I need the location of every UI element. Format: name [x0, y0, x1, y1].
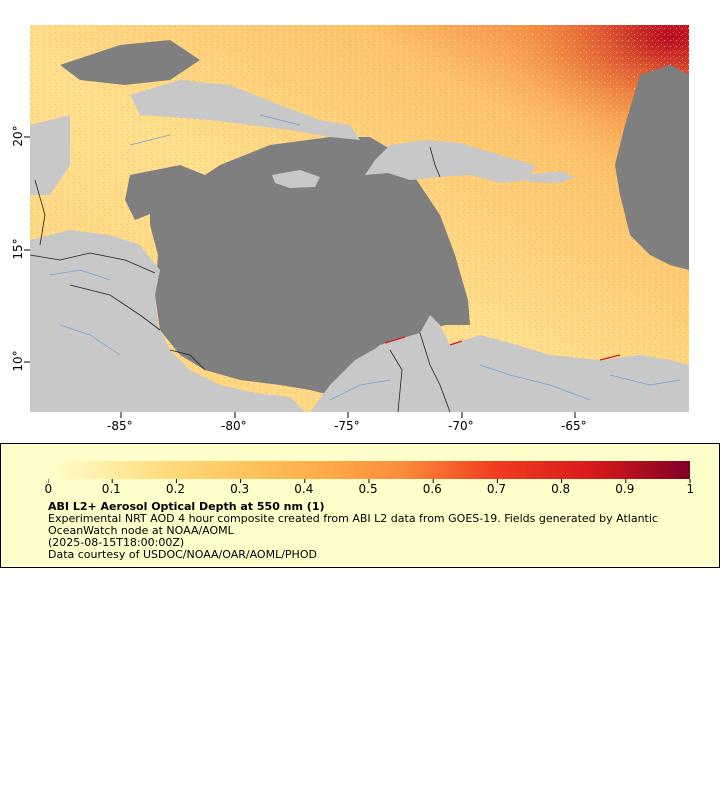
land-central-america	[30, 230, 305, 412]
x-tick-label: -65°	[561, 419, 587, 433]
legend-timestamp: (2025-08-15T18:00:00Z)	[48, 536, 185, 549]
land-yucatan	[30, 115, 70, 195]
land-jamaica	[272, 170, 320, 188]
colorbar-tick-label: 0.5	[358, 482, 378, 496]
colorbar-tick-label: 1	[686, 482, 695, 496]
land-cuba	[130, 80, 360, 140]
map-canvas	[30, 25, 689, 412]
missing-data-east	[615, 65, 689, 270]
missing-data-gulf	[125, 165, 205, 220]
legend-panel: 0 0.1 0.2 0.3 0.4 0.5 0.6 0.7 0.8 0.9 1 ABI L2+ Ae…	[0, 443, 720, 568]
y-tick-label: 10°	[11, 350, 25, 372]
land-puerto-rico	[525, 171, 575, 183]
colorbar-tick-label: 0.6	[422, 482, 442, 496]
legend-text: ABI L2+ Aerosol Optical Depth at 550 nm …	[48, 501, 698, 561]
colorbar-tick-label: 0.9	[615, 482, 635, 496]
axes	[24, 136, 576, 418]
colorbar-tick-label: 0.8	[551, 482, 571, 496]
colorbar-tick-label: 0.4	[294, 482, 314, 496]
colorbar-tick-label: 0.3	[230, 482, 250, 496]
legend-credit: Data courtesy of USDOC/NOAA/OAR/AOML/PHO…	[48, 548, 317, 561]
colorbar-tick-label: 0.7	[486, 482, 506, 496]
x-tick-label: -85°	[107, 419, 133, 433]
y-tick-label: 20°	[11, 125, 25, 147]
coastal-high-aod	[384, 336, 621, 361]
y-tick-label: 15°	[11, 238, 25, 260]
country-borders	[30, 146, 451, 412]
land-hispaniola	[365, 140, 535, 183]
rivers	[49, 114, 681, 401]
missing-data-caribbean	[150, 137, 470, 395]
missing-data-north	[60, 40, 200, 85]
colorbar-tick-label: 0.2	[165, 482, 185, 496]
legend-description: Experimental NRT AOD 4 hour composite cr…	[48, 512, 658, 537]
legend-title: ABI L2+ Aerosol Optical Depth at 550 nm …	[48, 500, 325, 513]
colorbar-tick-label: 0	[44, 482, 53, 496]
x-tick-label: -70°	[448, 419, 474, 433]
colorbar	[48, 461, 691, 483]
aod-map	[30, 25, 689, 412]
colorbar-tick-label: 0.1	[101, 482, 121, 496]
x-tick-label: -80°	[221, 419, 247, 433]
x-tick-label: -75°	[334, 419, 360, 433]
land-south-america	[310, 315, 689, 412]
colorbar-gradient	[48, 461, 690, 479]
